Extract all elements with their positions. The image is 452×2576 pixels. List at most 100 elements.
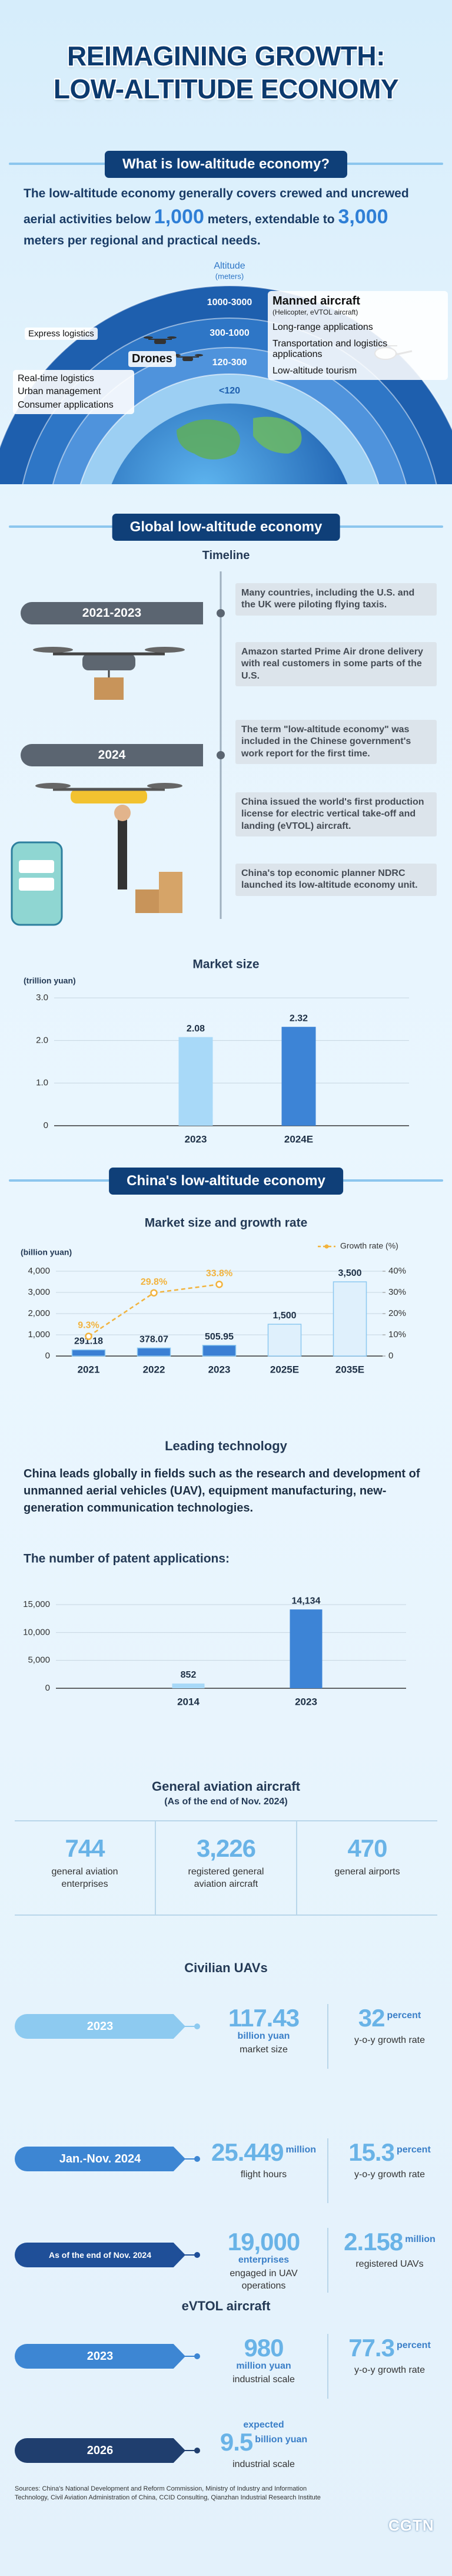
section-banner: Global low-altitude economy (112, 514, 340, 541)
stat: 19,000 enterprises engaged in UAV operatio… (196, 2228, 331, 2293)
stat: 25.449 million flight hours (196, 2138, 331, 2181)
value-label: 14,134 (292, 1596, 321, 1606)
stat-value: 32 (358, 2004, 385, 2032)
timeline-event: China's top economic planner NDRC launch… (235, 864, 437, 896)
stat-line: 9.5 billion yuan (196, 2428, 331, 2456)
stat-value: 9.5 (220, 2428, 253, 2456)
text: meters, extendable to (204, 213, 338, 227)
stat: 15.3 percent y-o-y growth rate (322, 2138, 452, 2181)
y-tick-label: 2,000 (28, 1308, 50, 1318)
stat-label: engaged in UAV operations (230, 2269, 298, 2291)
axis-unit: (meters) (215, 272, 244, 280)
logo: CGTN (388, 2517, 434, 2534)
x-tick-label: 2021 (78, 1364, 100, 1375)
section-title: Civilian UAVs (184, 1960, 268, 1975)
chart-title: The number of patent applications: (24, 1552, 230, 1566)
band-label: 300-1000 (210, 328, 250, 338)
drone-uses: Real-time logistics Urban management Con… (13, 370, 134, 415)
manned-note: (Helicopter, eVTOL aircraft) (272, 308, 358, 316)
section-title: eVTOL aircraft (181, 2299, 271, 2313)
growth-chart: Market size and growth rate (billion yuan… (21, 1216, 406, 1375)
legend-label: Growth rate (%) (340, 1241, 398, 1251)
y-tick-label: 1,000 (28, 1330, 50, 1340)
section-title: Leading technology (165, 1439, 287, 1453)
y2-tick-label: 20% (388, 1308, 406, 1318)
manned-title: Manned aircraft (272, 295, 360, 307)
period-pill: 2023 (15, 2014, 185, 2039)
value-label: 852 (181, 1670, 197, 1680)
stat-value: 3,226 (196, 1834, 256, 1862)
phone-illustration (11, 841, 63, 926)
chart-title: Market size and growth rate (145, 1216, 308, 1230)
bar (281, 1027, 316, 1126)
aviation-stat: 3,226 registered general aviation aircra… (155, 1821, 297, 1914)
stat-value: 744 (65, 1834, 105, 1862)
connector (184, 2356, 197, 2357)
stat-line: 2.158 million (322, 2228, 452, 2256)
stat-label: general aviation enterprises (51, 1867, 118, 1889)
y-tick-label: 1.0 (36, 1078, 48, 1088)
technology-text: China leads globally in fields such as t… (24, 1467, 420, 1514)
y-tick-label: 0 (45, 1683, 50, 1693)
connector (184, 2026, 197, 2027)
stat-unit: million (285, 2145, 317, 2155)
timeline-event: The term "low-altitude economy" was incl… (235, 720, 437, 765)
y-tick-label: 0 (45, 1351, 50, 1361)
connector-dot (194, 2023, 200, 2029)
stat: 2.158 million registered UAVs (322, 2228, 452, 2271)
timeline-dot (217, 609, 225, 617)
aviation-panel: 744 general aviation enterprises 3,226 r… (15, 1820, 437, 1916)
stat: 117.43 billion yuan market size (196, 2004, 331, 2056)
stat-value: 15.3 (348, 2138, 395, 2166)
stat-value: 980 (244, 2334, 284, 2362)
y2-tick-label: 0 (388, 1351, 393, 1361)
land (177, 419, 240, 459)
drone-use: Real-time logistics (18, 373, 94, 383)
column-divider (327, 2334, 328, 2399)
line-marker (150, 1289, 158, 1297)
band-label: 1000-3000 (207, 297, 252, 307)
line-marker (215, 1281, 223, 1288)
x-tick-label: 2023 (208, 1364, 231, 1375)
stat: 77.3 percent y-o-y growth rate (322, 2334, 452, 2377)
period-pill: 2026 (15, 2438, 185, 2463)
value-label: 378.07 (139, 1335, 168, 1345)
stat-line: 980 (196, 2334, 331, 2362)
land (253, 416, 302, 454)
bar (178, 1037, 213, 1126)
title-line: LOW-ALTITUDE ECONOMY (53, 74, 399, 104)
stat-line: 77.3 percent (322, 2334, 452, 2362)
stat: 32 percent y-o-y growth rate (322, 2004, 452, 2047)
stat-label: y-o-y growth rate (354, 2170, 426, 2180)
stat-unit: billion yuan (237, 2031, 290, 2041)
connector (184, 2254, 197, 2256)
timeline-event: Many countries, including the U.S. and t… (235, 583, 437, 616)
line-value-label: 29.8% (141, 1277, 167, 1287)
stat-line: 117.43 (196, 2004, 331, 2032)
y-tick-label: 5,000 (28, 1655, 50, 1665)
bar (290, 1609, 323, 1688)
legend-swatch-marker (324, 1244, 329, 1249)
chart-title: Market size (192, 958, 259, 971)
stat-line: 25.449 million (196, 2138, 331, 2167)
bar (267, 1324, 302, 1357)
y-tick-label: 2.0 (36, 1035, 48, 1045)
timeline-dot (217, 751, 225, 759)
stat-label: industrial scale (232, 2459, 295, 2469)
stat-value: 25.449 (211, 2138, 284, 2166)
period-label: 2021-2023 (21, 602, 203, 624)
manned-use: Low-altitude tourism (272, 366, 357, 376)
aviation-stat: 744 general aviation enterprises (15, 1821, 155, 1914)
y-tick-label: 15,000 (23, 1599, 50, 1609)
y-tick-label: 4,000 (28, 1266, 50, 1276)
value-label: 291.18 (74, 1337, 103, 1347)
connector-dot (194, 2448, 200, 2453)
y-axis-label: (trillion yuan) (24, 976, 76, 986)
bar (172, 1683, 205, 1688)
y2-tick-label: 10% (388, 1330, 406, 1340)
stat-unit: million yuan (236, 2361, 291, 2371)
connector-dot (194, 2156, 200, 2162)
stat-unit: percent (396, 2340, 431, 2350)
bar (202, 1345, 237, 1357)
